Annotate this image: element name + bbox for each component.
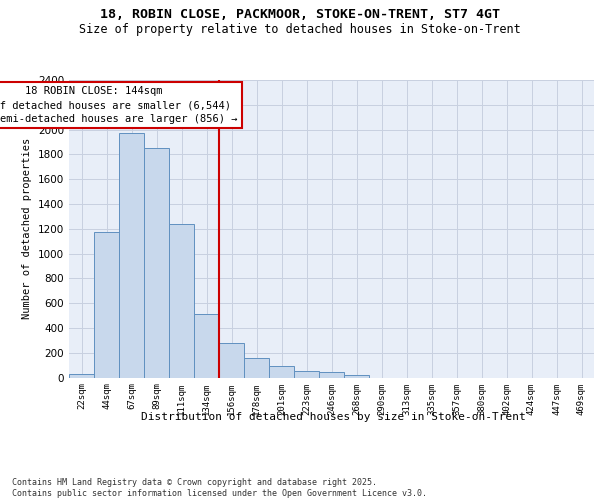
Y-axis label: Number of detached properties: Number of detached properties xyxy=(22,138,32,320)
Bar xyxy=(319,372,344,378)
Bar xyxy=(94,232,119,378)
Bar xyxy=(294,372,319,378)
Bar xyxy=(269,366,294,378)
Bar xyxy=(194,314,219,378)
Bar xyxy=(219,344,244,378)
Text: Distribution of detached houses by size in Stoke-on-Trent: Distribution of detached houses by size … xyxy=(140,412,526,422)
Bar xyxy=(119,134,144,378)
Bar xyxy=(169,224,194,378)
Bar xyxy=(344,375,369,378)
Text: Size of property relative to detached houses in Stoke-on-Trent: Size of property relative to detached ho… xyxy=(79,22,521,36)
Text: 18, ROBIN CLOSE, PACKMOOR, STOKE-ON-TRENT, ST7 4GT: 18, ROBIN CLOSE, PACKMOOR, STOKE-ON-TREN… xyxy=(100,8,500,20)
Bar xyxy=(144,148,169,378)
Text: 18 ROBIN CLOSE: 144sqm
← 88% of detached houses are smaller (6,544)
12% of semi-: 18 ROBIN CLOSE: 144sqm ← 88% of detached… xyxy=(0,86,238,124)
Bar xyxy=(244,358,269,378)
Bar xyxy=(69,374,94,378)
Text: Contains HM Land Registry data © Crown copyright and database right 2025.
Contai: Contains HM Land Registry data © Crown c… xyxy=(12,478,427,498)
